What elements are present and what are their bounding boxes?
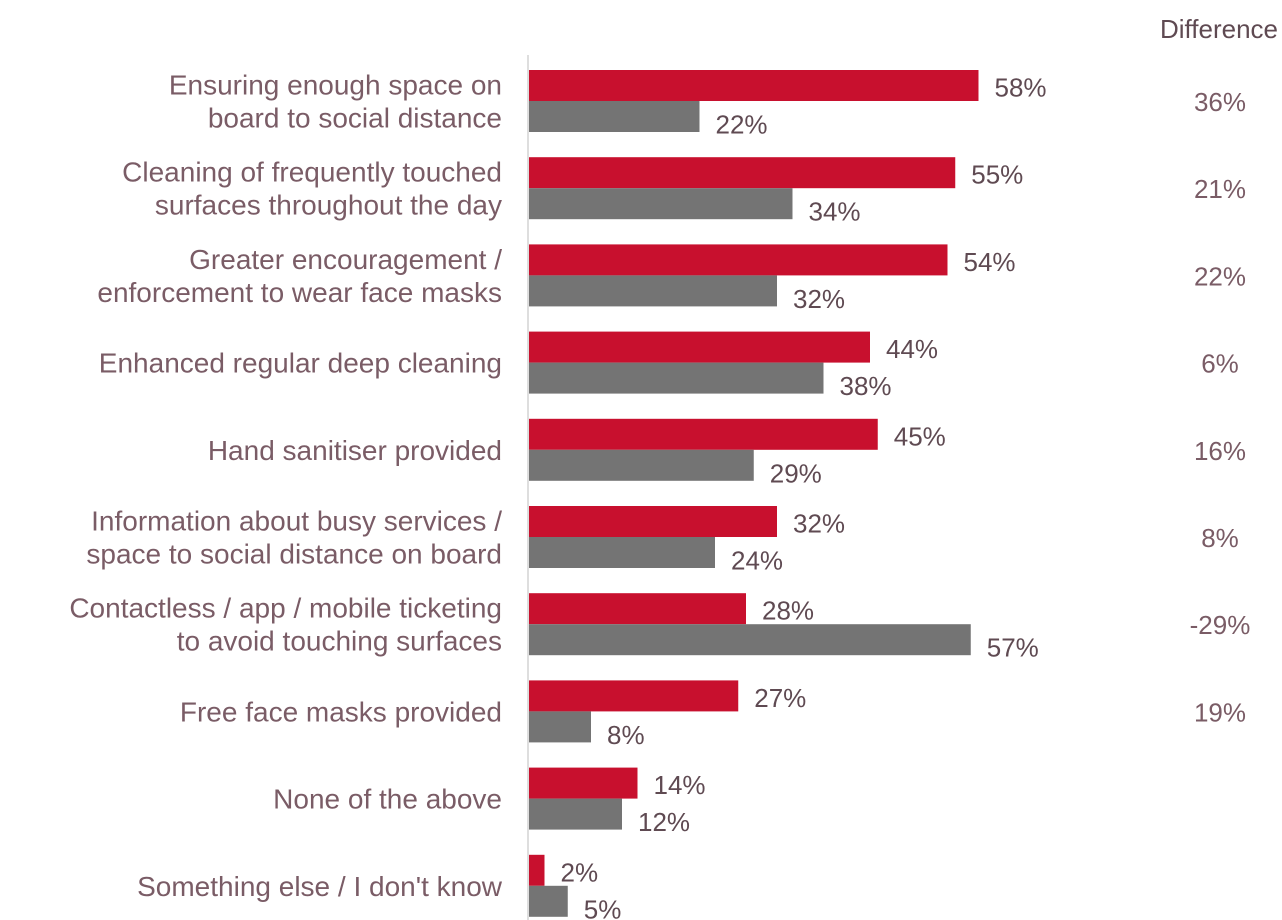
bar-grey <box>529 275 777 307</box>
category-label: None of the above <box>273 784 502 815</box>
value-label: 2% <box>561 857 599 887</box>
category-label: Cleaning of frequently touched <box>122 157 502 188</box>
value-label: 28% <box>762 596 814 626</box>
difference-value: 16% <box>1194 436 1246 466</box>
value-label: 29% <box>770 458 822 488</box>
bar-grey <box>529 362 824 394</box>
value-label: 8% <box>607 720 645 750</box>
bars-group <box>529 70 979 917</box>
bar-red <box>529 244 948 276</box>
bar-red <box>529 70 979 101</box>
value-label: 38% <box>840 371 892 401</box>
category-label: Something else / I don't know <box>137 871 503 902</box>
category-label: Information about busy services / <box>91 506 502 537</box>
category-label: enforcement to wear face masks <box>97 277 502 308</box>
category-label: Hand sanitiser provided <box>208 435 502 466</box>
value-label: 14% <box>654 770 706 800</box>
value-label: 27% <box>754 683 806 713</box>
value-label: 44% <box>886 334 938 364</box>
difference-header: Difference <box>1160 14 1278 44</box>
difference-value: 36% <box>1194 87 1246 117</box>
value-label: 58% <box>995 73 1047 103</box>
value-label: 32% <box>793 509 845 539</box>
bar-red <box>529 680 739 712</box>
bar-red <box>529 506 777 537</box>
bar-grey <box>529 537 715 568</box>
value-label: 57% <box>987 633 1039 663</box>
bar-grey <box>529 885 568 917</box>
category-label: Contactless / app / mobile ticketing <box>69 593 502 624</box>
category-label: surfaces throughout the day <box>155 190 502 221</box>
value-label: 45% <box>894 421 946 451</box>
bar-grey <box>529 188 793 220</box>
bar-red <box>529 157 956 189</box>
category-label: Ensuring enough space on <box>169 70 502 101</box>
bar-grey <box>529 101 700 132</box>
difference-value: 21% <box>1194 174 1246 204</box>
category-label: space to social distance on board <box>86 539 502 570</box>
bar-grey <box>529 624 971 656</box>
difference-value: 19% <box>1194 697 1246 727</box>
difference-value: 6% <box>1201 349 1239 379</box>
category-label: Greater encouragement / <box>189 244 502 275</box>
bar-red <box>529 418 878 450</box>
value-label: 34% <box>809 197 861 227</box>
bar-grey <box>529 798 622 830</box>
value-label: 55% <box>971 160 1023 190</box>
category-label: to avoid touching surfaces <box>177 626 502 657</box>
bar-red <box>529 854 545 886</box>
bar-red <box>529 767 638 799</box>
category-label: board to social distance <box>208 103 502 134</box>
difference-value: -29% <box>1190 610 1251 640</box>
value-label: 24% <box>731 546 783 576</box>
value-label: 54% <box>964 247 1016 277</box>
value-label: 5% <box>584 894 622 920</box>
bar-red <box>529 331 870 363</box>
category-label: Enhanced regular deep cleaning <box>99 348 502 379</box>
value-label: 32% <box>793 284 845 314</box>
bar-grey <box>529 711 591 743</box>
difference-value: 8% <box>1201 523 1239 553</box>
bar-red <box>529 593 746 625</box>
category-label: Free face masks provided <box>180 696 502 727</box>
value-label: 22% <box>716 110 768 140</box>
difference-value: 22% <box>1194 261 1246 291</box>
value-label: 12% <box>638 807 690 837</box>
bar-grey <box>529 449 754 481</box>
